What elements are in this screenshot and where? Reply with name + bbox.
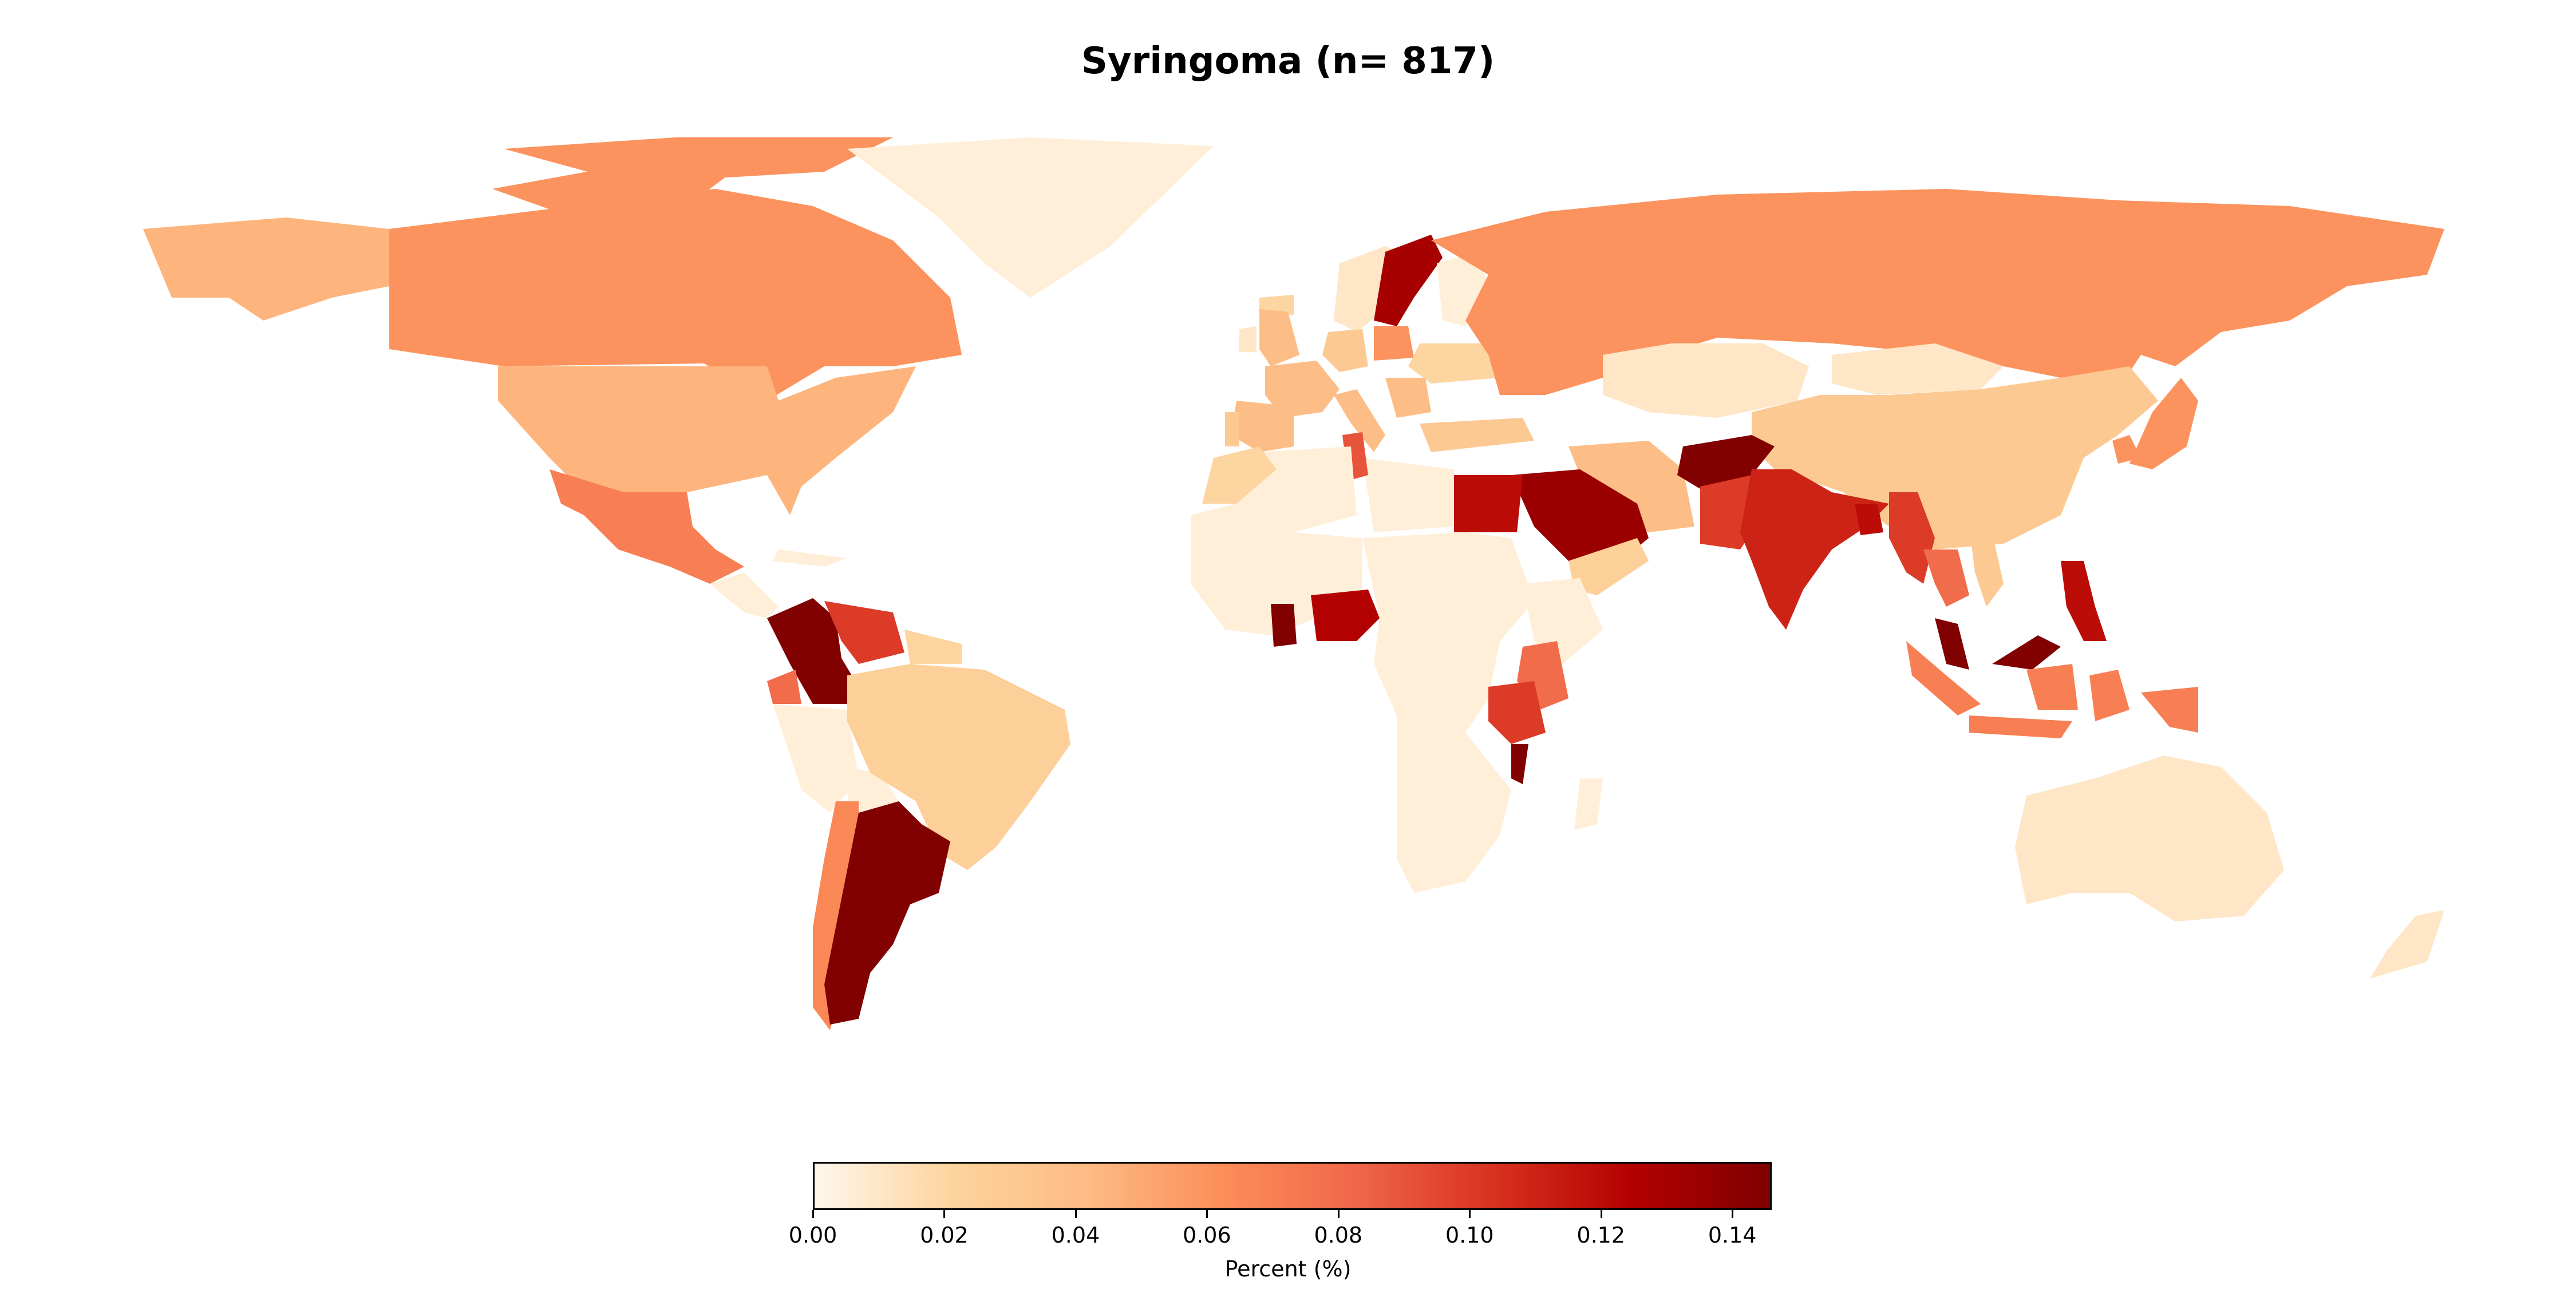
country-iceland: Iceland bbox=[1259, 295, 1294, 315]
colorbar-tick bbox=[1337, 1210, 1340, 1218]
country-ireland: Ireland bbox=[1239, 326, 1257, 352]
country-libya: Libya bbox=[1362, 458, 1454, 532]
country-argentina: Argentina bbox=[824, 801, 950, 1025]
colorbar-tick bbox=[1469, 1210, 1471, 1218]
country-brazil: Brazil bbox=[847, 664, 1070, 870]
country-canada: Canada bbox=[389, 137, 962, 401]
country-nigeria: Nigeria bbox=[1311, 590, 1380, 641]
country-germany: Germany bbox=[1322, 329, 1368, 372]
colorbar-tick-label: 0.10 bbox=[1445, 1223, 1494, 1248]
country-central-america: Central America bbox=[710, 572, 779, 618]
country-morocco: Morocco bbox=[1202, 446, 1277, 504]
colorbar-tick-label: 0.12 bbox=[1577, 1223, 1625, 1248]
country-yemen: Yemen bbox=[1568, 538, 1649, 595]
country-venezuela: Venezuela bbox=[824, 601, 904, 664]
country-papua-new-guinea: Papua New Guinea bbox=[2141, 687, 2198, 733]
colorbar-tick-label: 0.14 bbox=[1708, 1223, 1757, 1248]
country-poland: Poland bbox=[1374, 326, 1414, 361]
colorbar-tick bbox=[1074, 1210, 1077, 1218]
country-ghana: Ghana bbox=[1271, 604, 1297, 647]
country-thailand: Thailand bbox=[1923, 549, 1969, 607]
country-ethiopia: Ethiopia bbox=[1523, 578, 1603, 664]
country-sweden: Sweden bbox=[1374, 235, 1443, 326]
country-south-korea: South Korea bbox=[2112, 435, 2141, 464]
colorbar-tick-label: 0.02 bbox=[920, 1223, 969, 1248]
country-greenland: Greenland bbox=[847, 137, 1214, 298]
country-iran: Iran bbox=[1568, 441, 1694, 532]
colorbar-label: Percent (%) bbox=[1224, 1256, 1352, 1282]
colorbar-tick-label: 0.06 bbox=[1183, 1223, 1231, 1248]
colorbar-tick bbox=[943, 1210, 946, 1218]
country-indonesia: Indonesia bbox=[1906, 641, 2129, 738]
country-egypt: Egypt bbox=[1454, 475, 1523, 532]
country-saudi-arabia: Saudi Arabia bbox=[1511, 469, 1649, 567]
country-central-africa: Central Africa bbox=[1362, 532, 1534, 733]
country-portugal: Portugal bbox=[1225, 412, 1239, 446]
country-bangladesh: Bangladesh bbox=[1855, 504, 1883, 535]
country-new-zealand: New Zealand bbox=[2370, 910, 2444, 979]
colorbar-tick-label: 0.08 bbox=[1314, 1223, 1363, 1248]
country-peru: Peru bbox=[773, 704, 859, 813]
country-cuba: Cuba bbox=[773, 549, 847, 567]
country-malaysia: Malaysia bbox=[1935, 618, 2061, 670]
country-china: China bbox=[1752, 366, 2158, 549]
country-southern-africa: Southern Africa bbox=[1397, 715, 1511, 893]
colorbar-tick-label: 0.04 bbox=[1051, 1223, 1100, 1248]
country-india: India bbox=[1740, 469, 1889, 630]
country-france: France bbox=[1265, 361, 1340, 418]
country-guianas: Guianas bbox=[904, 630, 962, 664]
country-united-states: United States bbox=[498, 366, 916, 515]
country-madagascar: Madagascar bbox=[1574, 778, 1603, 830]
country-mongolia: Mongolia bbox=[1832, 343, 2004, 395]
country-malawi: Malawi bbox=[1511, 744, 1528, 784]
map-title: Syringoma (n= 817) bbox=[1081, 40, 1495, 82]
country-mexico: Mexico bbox=[550, 469, 744, 584]
country-vietnam: Vietnam bbox=[1969, 527, 2004, 607]
country-spain: Spain bbox=[1231, 401, 1294, 452]
country-tanzania: Tanzania bbox=[1488, 681, 1546, 744]
colorbar-tick bbox=[812, 1210, 814, 1218]
country-chile: Chile bbox=[813, 801, 859, 1030]
colorbar-tick bbox=[1206, 1210, 1208, 1218]
country-turkey: Turkey bbox=[1420, 418, 1534, 452]
colorbar-tick bbox=[1600, 1210, 1602, 1218]
country-united-kingdom: United Kingdom bbox=[1259, 309, 1299, 366]
country-kazakhstan: Kazakhstan bbox=[1603, 343, 1809, 418]
country-ecuador: Ecuador bbox=[767, 670, 801, 704]
country-japan: Japan bbox=[2129, 378, 2198, 469]
country-myanmar: Myanmar bbox=[1889, 492, 1935, 584]
country-philippines: Philippines bbox=[2061, 561, 2107, 641]
world-map: CanadaUnited States Alaska Greenland Mexico… bbox=[143, 137, 2444, 1030]
colorbar-tick bbox=[1732, 1210, 1734, 1218]
country-alaska: Alaska bbox=[143, 217, 389, 321]
country-balkans: Balkans bbox=[1385, 378, 1431, 418]
country-ukraine: Ukraine bbox=[1408, 343, 1500, 383]
country-italy: Italy bbox=[1334, 389, 1385, 452]
colorbar bbox=[813, 1162, 1772, 1210]
country-australia: Australia bbox=[2015, 756, 2284, 922]
colorbar-tick-label: 0.00 bbox=[788, 1223, 837, 1248]
country-afghanistan: Afghanistan bbox=[1677, 435, 1775, 492]
